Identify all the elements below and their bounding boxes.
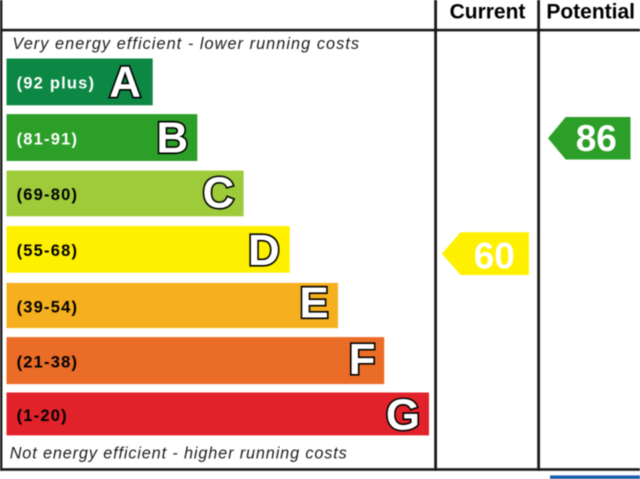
svg-text:Current: Current — [450, 0, 526, 23]
svg-text:Very energy efficient - lower: Very energy efficient - lower running co… — [12, 35, 360, 53]
svg-text:D: D — [248, 226, 280, 275]
svg-text:A: A — [109, 58, 141, 107]
svg-text:B: B — [156, 114, 188, 163]
svg-text:60: 60 — [474, 235, 515, 276]
svg-text:E: E — [299, 279, 328, 328]
svg-text:(21-38): (21-38) — [17, 353, 79, 371]
svg-text:Not energy efficient - higher: Not energy efficient - higher running co… — [10, 444, 348, 462]
svg-text:G: G — [386, 390, 420, 439]
svg-text:(92 plus): (92 plus) — [17, 75, 96, 93]
svg-text:(55-68): (55-68) — [17, 242, 79, 260]
svg-text:86: 86 — [576, 118, 617, 159]
svg-text:C: C — [203, 169, 235, 218]
svg-text:(1-20): (1-20) — [17, 407, 68, 425]
svg-text:F: F — [349, 335, 376, 384]
svg-text:(81-91): (81-91) — [17, 130, 79, 148]
svg-text:(39-54): (39-54) — [17, 298, 79, 316]
svg-text:(69-80): (69-80) — [17, 186, 79, 204]
svg-text:Potential: Potential — [546, 0, 635, 23]
